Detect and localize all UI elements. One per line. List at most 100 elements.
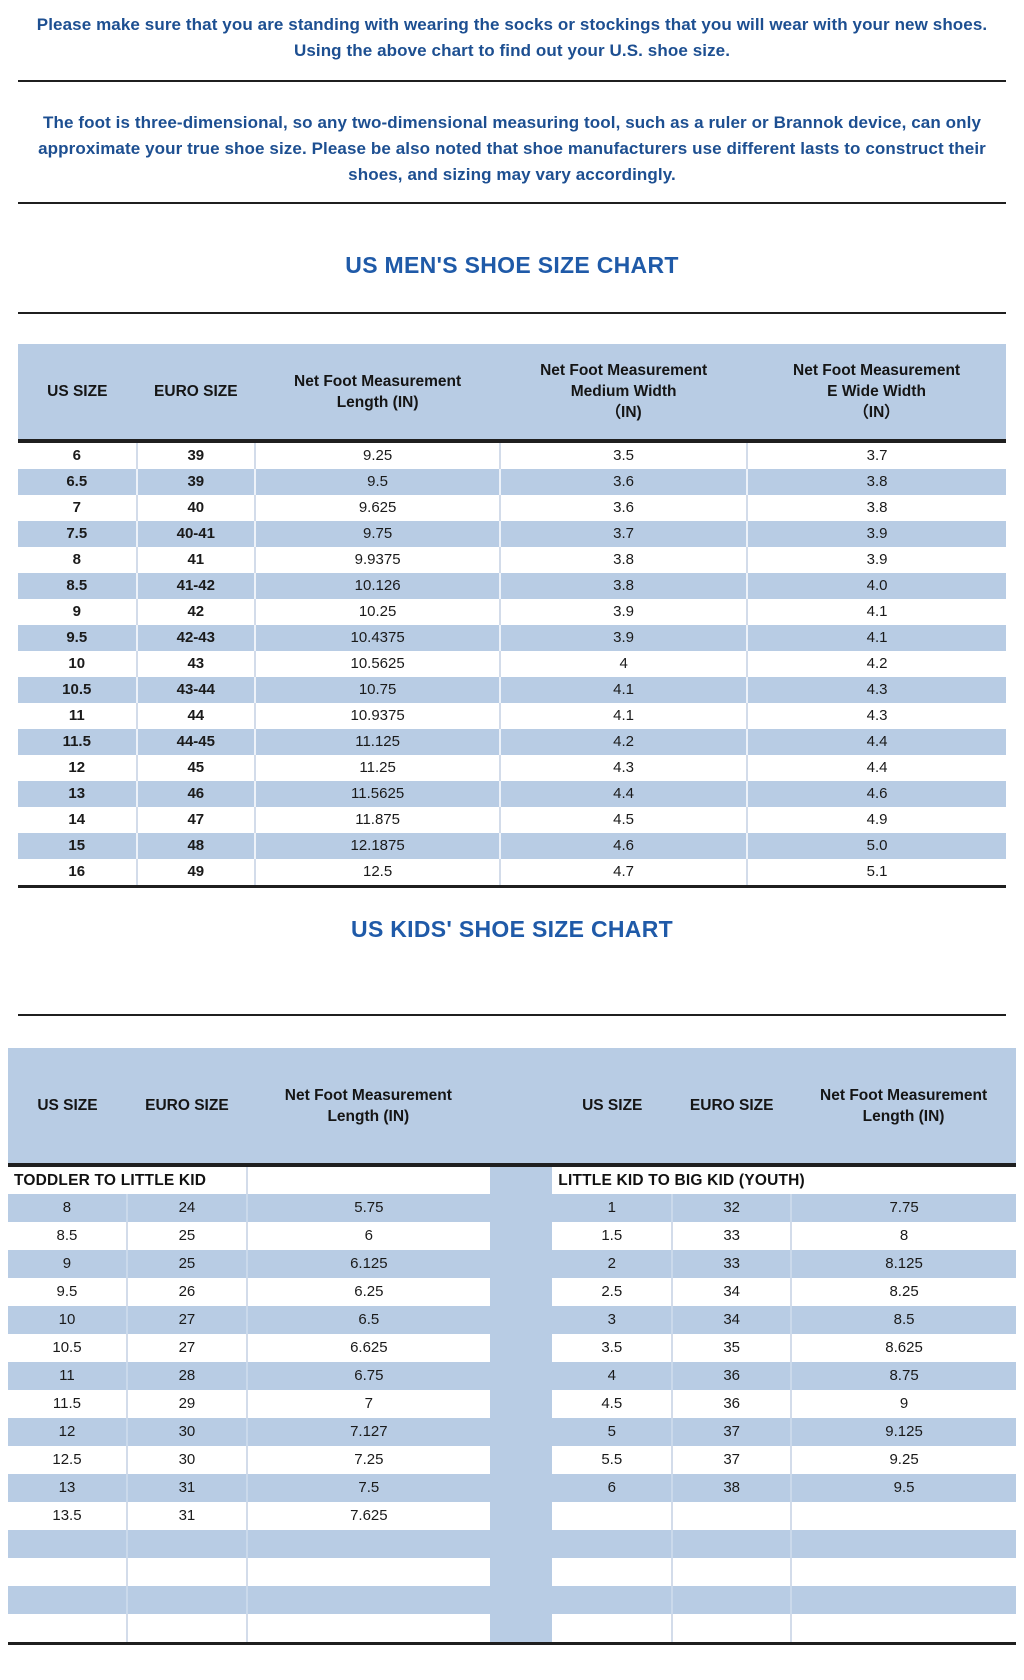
header-length: Net Foot Measurement Length (IN) (255, 344, 501, 443)
cell: 1 (552, 1194, 673, 1222)
table-row: 11.5 29 7 4.5 36 9 (8, 1390, 1016, 1418)
header-us-size: US SIZE (8, 1048, 127, 1167)
cell: 42 (135, 599, 256, 625)
cell (125, 1586, 247, 1614)
measuring-note-text: The foot is three-dimensional, so any tw… (38, 113, 986, 184)
cell: 8.5 (790, 1306, 1016, 1334)
cell: 11.875 (254, 807, 501, 833)
mens-size-table: US SIZE EURO SIZE Net Foot Measurement L… (18, 344, 1006, 888)
cell: 27 (125, 1334, 247, 1362)
table-row: 9.5 42-43 10.4375 3.9 4.1 (18, 625, 1006, 651)
cell: LITTLE KID TO BIG KID (YOUTH) (552, 1165, 1016, 1194)
cell: 9.5 (56, 1283, 78, 1300)
cell: 8.125 (790, 1250, 1016, 1278)
cell: 3.9 (746, 521, 1006, 547)
cell: 3.5 (601, 1339, 623, 1356)
cell: 4 (552, 1362, 673, 1390)
cell (489, 1334, 553, 1362)
cell: 11 (8, 1362, 127, 1390)
cell (489, 1558, 553, 1586)
cell: 43 (135, 651, 256, 677)
cell: 3.8 (746, 469, 1006, 495)
cell: 4.7 (499, 859, 748, 887)
cell: 8 (8, 1194, 127, 1222)
cell: 4.5 (601, 1395, 623, 1412)
cell: 39 (135, 469, 256, 495)
cell: 9.5 (18, 625, 137, 651)
cell (489, 1165, 553, 1194)
cell: 13 (8, 1474, 127, 1502)
cell: 4.1 (499, 703, 748, 729)
cell: 10.75 (254, 677, 501, 703)
cell (552, 1586, 673, 1614)
cell: 38 (671, 1474, 792, 1502)
cell: 4.9 (746, 807, 1006, 833)
cell: 9 (72, 603, 81, 620)
table-row: 6 39 9.25 3.5 3.7 (18, 441, 1006, 469)
cell: 4 (499, 651, 748, 677)
cell: 44-45 (135, 729, 256, 755)
cell: 4.5 (499, 807, 748, 833)
cell (790, 1502, 1016, 1530)
cell (245, 1530, 490, 1558)
table-row: 8 41 9.9375 3.8 3.9 (18, 547, 1006, 573)
cell: 30 (125, 1418, 247, 1446)
cell: 10.5 (52, 1339, 82, 1356)
cell: 3.9 (746, 547, 1006, 573)
cell: 25 (125, 1222, 247, 1250)
cell: 3.9 (499, 625, 748, 651)
cell: 8 (790, 1222, 1016, 1250)
cell: 4.3 (746, 677, 1006, 703)
cell (671, 1586, 792, 1614)
cell (8, 1586, 127, 1614)
cell (671, 1614, 792, 1644)
divider (18, 80, 1006, 82)
cell: 3.6 (499, 469, 748, 495)
cell (489, 1250, 553, 1278)
cell: 9 (790, 1390, 1016, 1418)
kids-header-row: US SIZE EURO SIZE Net Foot Measurement L… (8, 1048, 1016, 1167)
cell: 3.7 (499, 521, 748, 547)
mens-header-row: US SIZE EURO SIZE Net Foot Measurement L… (18, 344, 1006, 443)
header-euro-size: EURO SIZE (672, 1048, 792, 1167)
table-row: TODDLER TO LITTLE KID LITTLE KID TO BIG K… (8, 1165, 1016, 1194)
cell: 4.2 (746, 651, 1006, 677)
cell (489, 1502, 553, 1530)
cell: 3.7 (746, 441, 1006, 469)
cell: 10.126 (254, 573, 501, 599)
cell: 40-41 (135, 521, 256, 547)
header-length: Net Foot Measurement Length (IN) (246, 1048, 490, 1167)
cell (489, 1614, 553, 1644)
cell: 4.1 (746, 599, 1006, 625)
table-row: 10 43 10.5625 4 4.2 (18, 651, 1006, 677)
table-row: 10 27 6.5 3 34 8.5 (8, 1306, 1016, 1334)
cell (245, 1165, 490, 1194)
cell: 24 (125, 1194, 247, 1222)
cell: 25 (125, 1250, 247, 1278)
cell: 5.1 (746, 859, 1006, 887)
table-row: 15 48 12.1875 4.6 5.0 (18, 833, 1006, 859)
cell: 4.2 (499, 729, 748, 755)
table-row: 11 44 10.9375 4.1 4.3 (18, 703, 1006, 729)
cell: 12.5 (254, 859, 501, 887)
cell: 8 (72, 551, 81, 568)
table-row: 13.5 31 7.625 (8, 1502, 1016, 1530)
divider (18, 1014, 1006, 1016)
cell: 11.5625 (254, 781, 501, 807)
table-row: 9 25 6.125 2 33 8.125 (8, 1250, 1016, 1278)
cell: 10 (8, 1306, 127, 1334)
cell: 4.6 (746, 781, 1006, 807)
cell: 29 (125, 1390, 247, 1418)
cell: TODDLER TO LITTLE KID (8, 1165, 247, 1194)
cell (790, 1558, 1016, 1586)
cell: 34 (671, 1306, 792, 1334)
cell: 43-44 (135, 677, 256, 703)
cell: 7 (72, 499, 81, 516)
cell: 12 (8, 1418, 127, 1446)
cell (245, 1558, 490, 1586)
cell: 16 (68, 863, 86, 880)
cell: 11.125 (254, 729, 501, 755)
table-row (8, 1558, 1016, 1586)
cell: 8.5 (56, 1227, 78, 1244)
cell (552, 1502, 672, 1530)
